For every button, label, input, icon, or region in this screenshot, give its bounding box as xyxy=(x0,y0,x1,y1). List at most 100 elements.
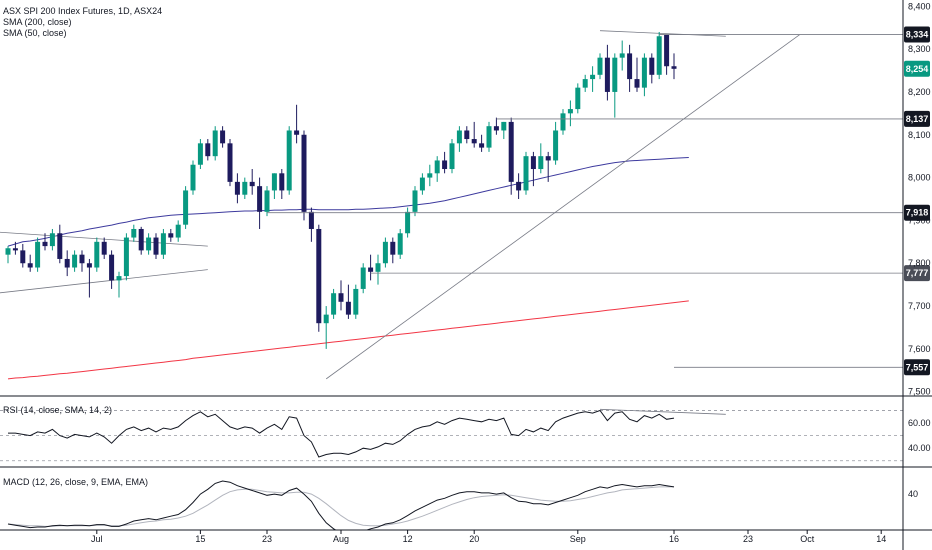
rsi-tick-label: 60.00 xyxy=(908,418,931,428)
candle-body xyxy=(205,143,211,157)
price-label-tag xyxy=(904,204,930,221)
candle-body xyxy=(353,288,359,315)
macd-legend[interactable]: MACD (12, 26, close, 9, EMA, EMA) xyxy=(3,477,149,487)
trend-line xyxy=(0,231,208,247)
candle-body xyxy=(197,143,203,165)
candle-body xyxy=(582,79,588,88)
candle-body xyxy=(575,87,581,110)
candle-body xyxy=(86,263,92,268)
price-label-text: 7,777 xyxy=(906,268,929,278)
price-tick-label: 7,800 xyxy=(908,258,931,268)
candle-body xyxy=(72,254,78,268)
price-label-tag xyxy=(904,60,930,77)
candle-body xyxy=(153,237,159,255)
candle-body xyxy=(160,233,166,255)
candle-body xyxy=(368,267,374,272)
time-tick-label: Oct xyxy=(800,534,815,544)
sma50-line xyxy=(7,157,689,247)
trend-line xyxy=(599,30,726,37)
candle-body xyxy=(212,130,218,157)
price-tick-label: 8,200 xyxy=(908,87,931,97)
candle-body xyxy=(382,241,388,264)
candle-body xyxy=(42,241,48,247)
symbol-title[interactable]: ASX SPI 200 Index Futures, 1D, ASX24 xyxy=(3,6,163,16)
candle-body xyxy=(427,173,433,178)
candle-body xyxy=(375,263,381,272)
time-tick-label: Sep xyxy=(570,534,586,544)
price-label-tag xyxy=(904,26,930,43)
macd-line xyxy=(7,480,675,530)
candle-body xyxy=(345,301,351,315)
candle-body xyxy=(501,121,507,131)
candle-body xyxy=(479,143,485,148)
candle-body xyxy=(20,250,26,264)
candle-body xyxy=(656,36,662,75)
candle-body xyxy=(331,293,337,315)
candle-body xyxy=(664,34,670,67)
price-tick-label: 7,700 xyxy=(908,301,931,311)
time-tick-label: 16 xyxy=(669,534,679,544)
candle-body xyxy=(523,156,529,191)
candle-body xyxy=(641,57,647,88)
price-tick-label: 7,600 xyxy=(908,344,931,354)
candle-body xyxy=(456,130,462,144)
candle-body xyxy=(323,314,329,324)
axes: 8,400 8,300 8,200 8,100 8,000 7,900 7,800 7,700… xyxy=(91,0,931,550)
time-tick-label: 14 xyxy=(876,534,886,544)
candle-body xyxy=(412,190,418,212)
price-label-text: 8,137 xyxy=(906,114,929,124)
time-tick-label: 15 xyxy=(195,534,205,544)
candle-body xyxy=(612,57,618,92)
candle-body xyxy=(486,126,492,148)
candle-body xyxy=(168,233,174,238)
sma200-line xyxy=(7,300,689,380)
candle-body xyxy=(464,130,470,140)
candle-body xyxy=(301,134,307,212)
candle-body xyxy=(234,181,240,195)
candle-body xyxy=(116,276,122,281)
price-label-text: 8,254 xyxy=(906,64,929,74)
candle-body xyxy=(271,173,277,191)
rsi-legend[interactable]: RSI (14, close, SMA, 14, 2) xyxy=(3,405,113,415)
trend-lines xyxy=(0,30,801,380)
candle-body xyxy=(560,113,566,131)
candle-body xyxy=(131,228,137,238)
candle-body xyxy=(146,237,152,251)
price-tick-label: 7,900 xyxy=(908,215,931,225)
time-tick-label: Jul xyxy=(91,534,103,544)
macd-tick-label: 40 xyxy=(908,489,918,499)
candle-body xyxy=(419,177,425,191)
sma200-legend[interactable]: SMA (200, close) xyxy=(3,17,72,27)
candle-body xyxy=(35,241,41,268)
candle-body xyxy=(308,211,314,229)
candle-body xyxy=(227,143,233,182)
candle-body xyxy=(553,130,559,161)
candle-body xyxy=(27,263,33,268)
candle-body xyxy=(360,267,366,289)
rsi-divergence-line xyxy=(599,408,726,415)
price-tick-label: 7,500 xyxy=(908,387,931,397)
sma200-series xyxy=(7,300,689,380)
candle-body xyxy=(57,233,63,259)
candle-body xyxy=(397,233,403,255)
price-label-text: 7,918 xyxy=(906,208,929,218)
candle-body xyxy=(516,181,522,191)
chart-legend: ASX SPI 200 Index Futures, 1D, ASX24 SMA… xyxy=(3,6,162,39)
candle-body xyxy=(220,130,226,144)
macd-signal-line xyxy=(7,486,674,527)
candle-body xyxy=(101,241,107,255)
candle-body xyxy=(183,190,189,225)
candle-body xyxy=(590,74,596,80)
candle-body xyxy=(257,186,263,212)
candle-body xyxy=(604,57,610,92)
price-label-tag xyxy=(904,265,930,282)
sma50-legend[interactable]: SMA (50, close) xyxy=(3,28,67,38)
candle-body xyxy=(619,53,625,58)
candle-body xyxy=(597,57,603,75)
candle-body xyxy=(138,228,144,251)
price-tick-label: 8,100 xyxy=(908,130,931,140)
time-tick-label: 20 xyxy=(469,534,479,544)
candle-body xyxy=(5,248,11,255)
candle-body xyxy=(627,53,633,80)
